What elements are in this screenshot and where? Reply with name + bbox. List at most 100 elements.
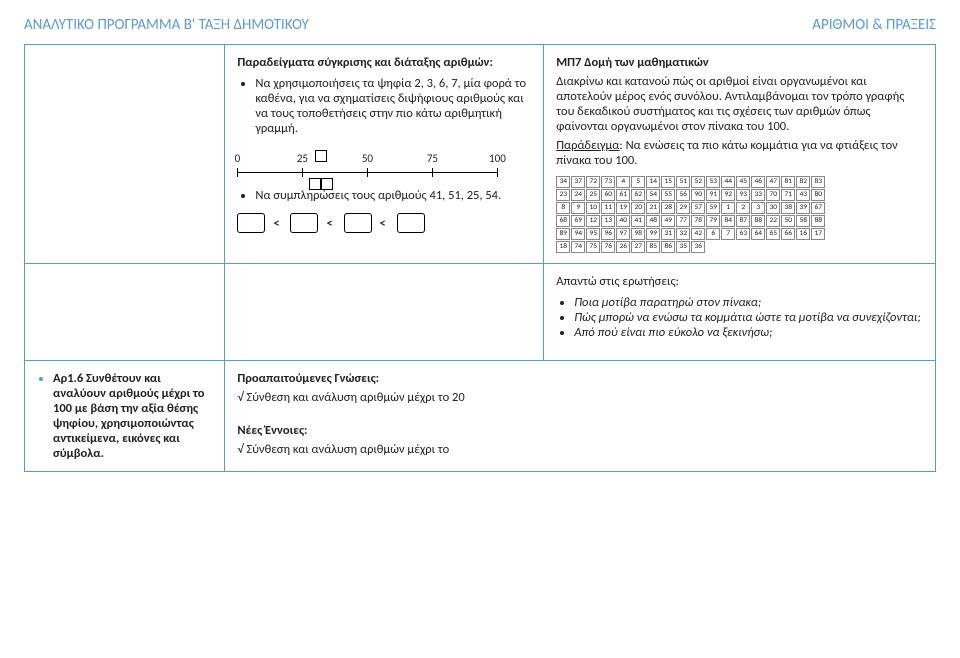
example-bullet-1: Να χρησιμοποιήσεις τα ψηφία 2, 3, 6, 7, … [255, 76, 531, 136]
grid-cell: 65 [766, 228, 780, 240]
grid-cell: 2 [736, 202, 750, 214]
grid-cell: 34 [556, 176, 570, 188]
grid-cell: 8 [556, 202, 570, 214]
nl-25: 25 [297, 152, 308, 165]
ineq-box-1 [237, 213, 265, 233]
grid-cell: 48 [646, 215, 660, 227]
grid-cell: 30 [766, 202, 780, 214]
grid-cell: 24 [571, 189, 585, 201]
grid-cell: 52 [691, 176, 705, 188]
grid-cell: 98 [631, 228, 645, 240]
objective-ar1-6: Αρ1.6 Συνθέτουν και αναλύουν αριθμούς μέ… [53, 371, 212, 461]
grid-cell: 29 [676, 202, 690, 214]
grid-cell: 85 [646, 241, 660, 253]
row1-col2: Παραδείγματα σύγκρισης και διάταξης αριθ… [225, 45, 544, 264]
grid-cell: 87 [736, 215, 750, 227]
mp7-paragraph: Διακρίνω και κατανοώ πώς οι αριθμοί είνα… [556, 74, 923, 134]
grid-cell: 84 [721, 215, 735, 227]
grid-cell: 78 [691, 215, 705, 227]
grid-cell: 35 [676, 241, 690, 253]
grid-cell: 18 [556, 241, 570, 253]
grid-cell: 32 [676, 228, 690, 240]
grid-cell: 31 [661, 228, 675, 240]
example-bullet-2: Να συμπληρώσεις τους αριθμούς 41, 51, 25… [255, 188, 531, 203]
grid-cell: 53 [706, 176, 720, 188]
grid-cell: 83 [811, 176, 825, 188]
grid-cell: 77 [676, 215, 690, 227]
grid-cell: 33 [751, 189, 765, 201]
grid-cell: 26 [616, 241, 630, 253]
number-line: 0 25 50 75 100 [237, 146, 497, 182]
grid-cell: 57 [691, 202, 705, 214]
question-2: Πώς μπορώ να ενώσω τα κομμάτια ώστε τα μ… [574, 310, 923, 325]
prereq-item: √ Σύνθεση και ανάλυση αριθμών μέχρι το 2… [237, 390, 923, 405]
grid-cell: 28 [661, 202, 675, 214]
examples-title: Παραδείγματα σύγκρισης και διάταξης αριθ… [237, 55, 531, 70]
grid-cell: 36 [691, 241, 705, 253]
grid-cell: 13 [601, 215, 615, 227]
row3-col2: Προαπαιτούμενες Γνώσεις: √ Σύνθεση και α… [225, 361, 936, 472]
grid-cell: 9 [571, 202, 585, 214]
grid-cell: 60 [601, 189, 615, 201]
nl-100: 100 [489, 152, 506, 165]
grid-cell: 89 [556, 228, 570, 240]
grid-cell: 80 [811, 189, 825, 201]
grid-cell: 97 [616, 228, 630, 240]
grid-cell: 95 [586, 228, 600, 240]
grid-cell: 55 [661, 189, 675, 201]
grid-cell: 66 [781, 228, 795, 240]
hundred-grid: 3437727345141551525344454647818283232425… [556, 176, 923, 253]
question-3: Από πού είναι πιο εύκολο να ξεκινήσω; [574, 325, 923, 340]
grid-cell: 44 [721, 176, 735, 188]
grid-cell: 7 [721, 228, 735, 240]
example-label: Παράδειγμα [556, 138, 619, 153]
grid-cell: 82 [796, 176, 810, 188]
grid-cell: 38 [781, 202, 795, 214]
answers-title: Απαντώ στις ερωτήσεις: [556, 274, 923, 289]
grid-cell: 20 [631, 202, 645, 214]
grid-cell: 59 [706, 202, 720, 214]
header-right: ΑΡΙΘΜΟΙ & ΠΡΑΞΕΙΣ [812, 16, 936, 34]
row2-col1-empty [25, 264, 225, 361]
grid-cell: 68 [556, 215, 570, 227]
new-concepts-item: √ Σύνθεση και ανάλυση αριθμών μέχρι το [237, 442, 923, 457]
nl-boxpair [309, 178, 333, 194]
grid-cell: 43 [796, 189, 810, 201]
row2-col2-empty [225, 264, 544, 361]
grid-cell: 5 [631, 176, 645, 188]
grid-cell: 74 [571, 241, 585, 253]
grid-cell: 58 [796, 215, 810, 227]
grid-cell: 90 [691, 189, 705, 201]
grid-cell: 14 [646, 176, 660, 188]
grid-cell: 47 [766, 176, 780, 188]
grid-cell: 21 [646, 202, 660, 214]
grid-cell: 92 [721, 189, 735, 201]
grid-cell: 6 [706, 228, 720, 240]
curriculum-table: Παραδείγματα σύγκρισης και διάταξης αριθ… [24, 44, 936, 472]
grid-cell: 86 [661, 241, 675, 253]
grid-cell: 99 [646, 228, 660, 240]
inequality-row: < < < [237, 213, 531, 233]
grid-cell: 70 [766, 189, 780, 201]
grid-cell: 75 [586, 241, 600, 253]
grid-cell: 50 [781, 215, 795, 227]
grid-cell: 49 [661, 215, 675, 227]
mp7-title: ΜΠ7 Δομή των μαθηματικών [556, 55, 923, 70]
ineq-box-4 [397, 213, 425, 233]
grid-cell: 71 [781, 189, 795, 201]
grid-cell: 73 [601, 176, 615, 188]
grid-cell: 16 [796, 228, 810, 240]
grid-cell: 76 [601, 241, 615, 253]
grid-cell: 25 [586, 189, 600, 201]
grid-cell: 42 [691, 228, 705, 240]
grid-cell: 64 [751, 228, 765, 240]
nl-50: 50 [362, 152, 373, 165]
row1-col3: ΜΠ7 Δομή των μαθηματικών Διακρίνω και κα… [544, 45, 936, 264]
grid-cell: 56 [676, 189, 690, 201]
grid-cell: 27 [631, 241, 645, 253]
grid-cell: 11 [601, 202, 615, 214]
grid-cell: 23 [556, 189, 570, 201]
grid-cell: 88 [811, 215, 825, 227]
grid-cell: 40 [616, 215, 630, 227]
grid-cell: 3 [751, 202, 765, 214]
